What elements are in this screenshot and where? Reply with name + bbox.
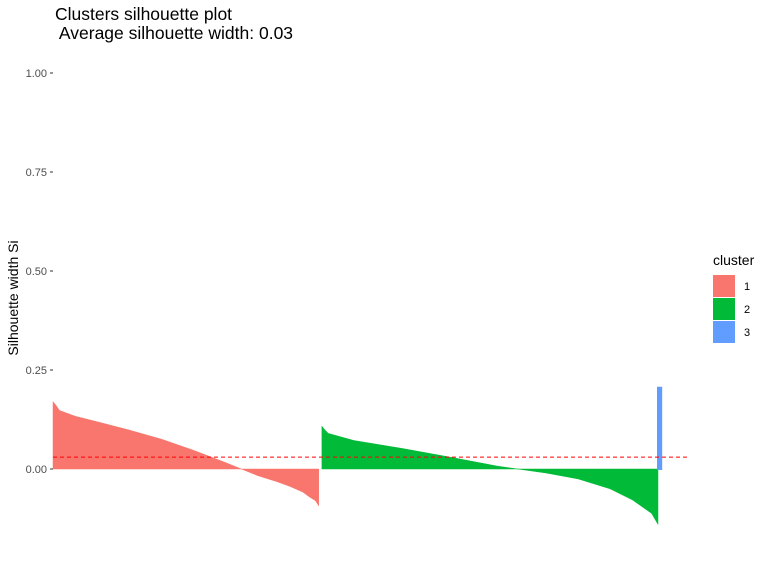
y-axis-title: Silhouette width Si — [5, 240, 21, 355]
silhouette-areas — [52, 386, 690, 526]
legend-label-cluster-2: 2 — [744, 304, 750, 316]
legend-key-cluster-2 — [713, 298, 735, 320]
cluster-3-silhouette-area — [657, 386, 663, 470]
y-tick-label: 0.50 — [26, 266, 47, 278]
legend-label-cluster-1: 1 — [744, 281, 750, 293]
cluster-2-silhouette-area — [321, 425, 659, 526]
legend-key-cluster-3 — [713, 321, 735, 343]
chart-subtitle: Average silhouette width: 0.03 — [55, 23, 293, 43]
y-tick-label: 0.75 — [26, 167, 47, 179]
chart-title: Clusters silhouette plot — [55, 4, 232, 24]
legend-key-cluster-1 — [713, 275, 735, 297]
y-tick-label: 1.00 — [26, 68, 47, 80]
y-tick-label: 0.25 — [26, 365, 47, 377]
legend-label-cluster-3: 3 — [744, 327, 750, 339]
y-tick-label: 0.00 — [26, 464, 47, 476]
legend-title: cluster — [713, 252, 755, 268]
legend: cluster 1 2 3 — [713, 252, 755, 343]
y-axis: 0.00 0.25 0.50 0.75 1.00 — [26, 68, 53, 476]
cluster-1-silhouette-area — [52, 401, 319, 507]
